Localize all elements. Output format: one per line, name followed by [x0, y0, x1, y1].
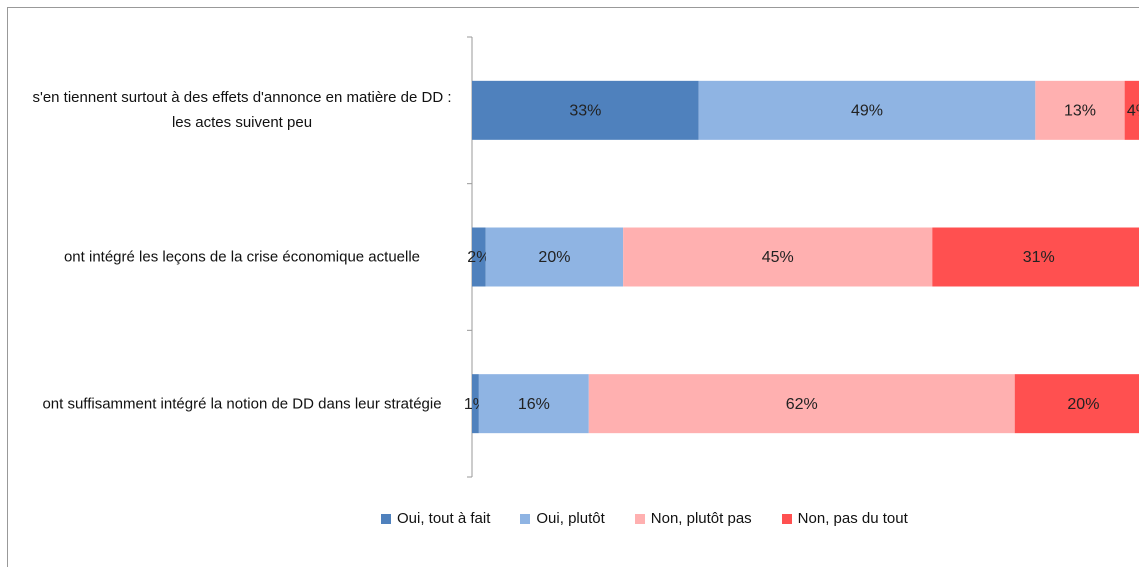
value-label: 20%: [538, 249, 570, 266]
value-label: 49%: [851, 103, 883, 120]
bar-segment: [1124, 80, 1139, 140]
value-label: 33%: [569, 103, 601, 120]
bar-segment: [478, 374, 589, 434]
category-label: s'en tiennent surtout à des effets d'ann…: [32, 89, 452, 132]
value-label: 31%: [1023, 249, 1055, 266]
bar-segment: [472, 374, 479, 434]
bar-segment: [1035, 80, 1125, 140]
bar-segment: [485, 227, 624, 287]
value-label: 2%: [467, 249, 490, 266]
value-label: 16%: [518, 396, 550, 413]
legend-label: Oui, tout à fait: [397, 510, 491, 527]
bar-segment: [1014, 374, 1139, 434]
value-label: 45%: [762, 249, 794, 266]
bar-segment: [932, 227, 1139, 287]
legend-swatch: [381, 513, 391, 524]
legend-item: Non, pas du tout: [781, 510, 908, 527]
legend-item: Oui, plutôt: [520, 510, 605, 527]
legend-swatch: [634, 513, 645, 524]
legend-label: Non, plutôt pas: [650, 510, 752, 527]
bar-segment: [472, 80, 699, 140]
value-label: 20%: [1067, 396, 1099, 413]
legend-label: Non, pas du tout: [797, 510, 908, 527]
legend-item: Oui, tout à fait: [381, 510, 490, 527]
legend-label: Oui, plutôt: [536, 510, 605, 527]
bar-segment: [588, 374, 1015, 434]
legend-swatch: [520, 513, 531, 524]
value-label: 4%: [1127, 103, 1139, 120]
legend-item: Non, plutôt pas: [634, 510, 752, 527]
category-label: ont intégré les leçons de la crise écono…: [63, 248, 421, 266]
bar-segment: [698, 80, 1036, 140]
frame: [7, 7, 1139, 567]
legend-swatch: [781, 513, 792, 524]
bar-segment: [623, 227, 933, 287]
value-label: 62%: [786, 396, 818, 413]
legend: Oui, tout à fait Oui, plutôt Non, plutôt p…: [381, 510, 908, 527]
value-label: 13%: [1064, 103, 1096, 120]
bar-segment: [472, 227, 486, 287]
category-label: ont suffisamment intégré la notion de DD…: [42, 395, 442, 413]
